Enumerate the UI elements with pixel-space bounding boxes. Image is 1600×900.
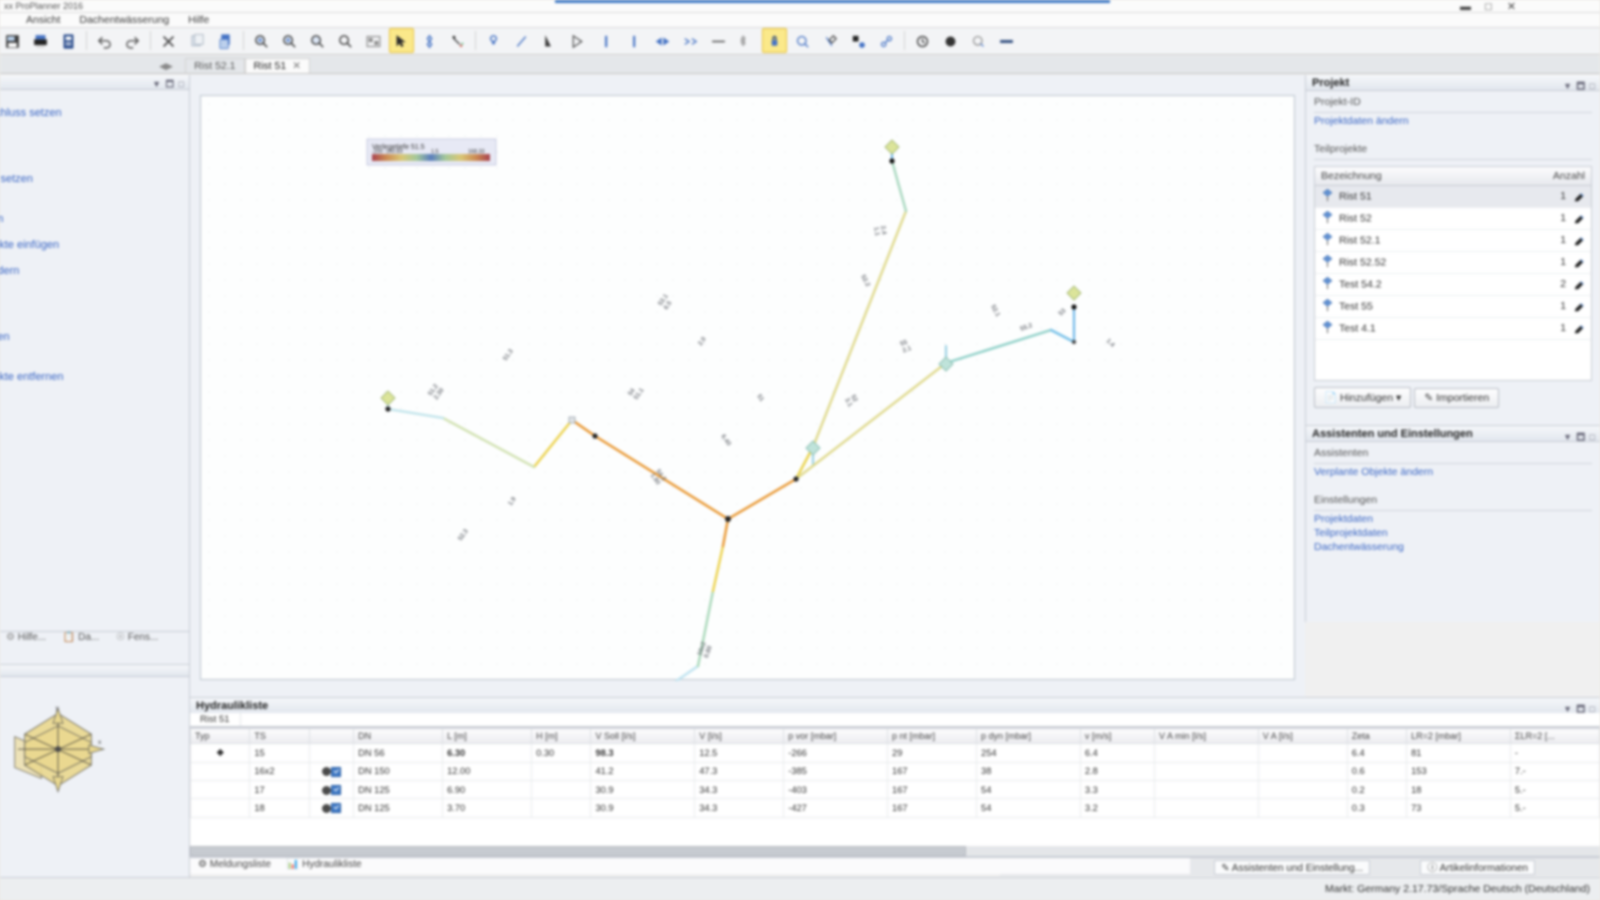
svg-text:52.1: 52.1: [989, 304, 1001, 319]
svg-text:55.2: 55.2: [1019, 322, 1034, 333]
svg-text:1.1: 1.1: [872, 226, 881, 236]
svg-text:168.33: 168.33: [468, 149, 485, 155]
svg-text:1.5: 1.5: [431, 149, 439, 155]
svg-text:1.4: 1.4: [1105, 337, 1117, 349]
svg-text:51: 51: [755, 393, 765, 403]
svg-text:53: 53: [1057, 307, 1067, 317]
svg-text:2.0: 2.0: [697, 335, 708, 347]
svg-text:51.1: 51.1: [633, 387, 646, 402]
svg-text:1.9: 1.9: [507, 495, 518, 507]
svg-text:52.3: 52.3: [457, 528, 470, 543]
svg-text:51.3: 51.3: [502, 348, 515, 363]
svg-text:-200 -160.83: -200 -160.83: [372, 149, 403, 155]
svg-text:52.2: 52.2: [859, 274, 871, 289]
svg-text:6.40: 6.40: [719, 433, 732, 448]
svg-text:x: x: [98, 739, 102, 746]
